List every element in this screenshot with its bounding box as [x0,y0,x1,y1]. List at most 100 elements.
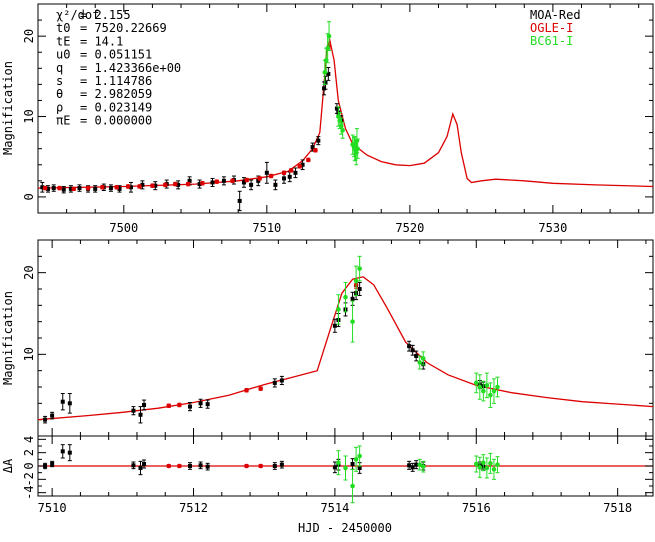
fit-param-value: = 1.423366e+00 [80,61,181,75]
data-point-bc61-i [343,455,348,481]
y-tick-label: 0 [22,193,36,200]
data-point-moa-red [249,179,254,191]
panel-residuals: 7510 7512 7514 7516 7518 -4-2 0 2 4 ΔA HJD - 245… [1,435,654,535]
data-point-moa-red [410,462,415,472]
data-point-bc61-i [488,382,493,408]
fit-param-value: = 7520.22669 [80,21,167,35]
data-point-moa-red [264,161,269,184]
data-point-ogle-i [288,168,294,173]
panel-zoom-model-curve [37,276,654,421]
data-point-moa-red [46,185,51,193]
fit-parameters: χ²/dof= 2.155 t0 = 7520.22669 tE = 14.1 u0 = 0… [56,8,181,128]
data-point-bc61-i [420,351,426,366]
data-point-moa-red [357,281,362,297]
data-point-moa-red [131,461,136,470]
data-point-moa-red [332,318,337,333]
panel-top-frame [37,3,654,214]
data-point-ogle-i [166,463,172,469]
data-point-moa-red [128,181,133,193]
data-point-ogle-i [313,148,318,153]
data-point-bc61-i [353,265,359,297]
data-point-bc61-i [473,372,479,394]
data-point-bc61-i [343,281,348,313]
data-point-moa-red [77,184,82,192]
legend-entry: OGLE-I [530,21,573,35]
fit-param-name: θ [56,87,63,101]
data-point-moa-red [93,185,98,193]
data-point-moa-red [43,462,48,470]
panel-residuals-points [43,444,500,504]
data-point-ogle-i [244,387,249,393]
data-point-moa-red [60,444,65,459]
y-tick-label: 4 [22,436,36,443]
data-point-moa-red [237,190,242,212]
x-tick-label: 7518 [603,501,632,515]
x-axis-label: HJD - 2450000 [298,521,392,535]
data-point-moa-red [407,460,412,470]
data-point-bc61-i [336,450,341,476]
data-point-ogle-i [281,170,287,176]
data-point-ogle-i [173,181,178,187]
panel-zoom-points [43,255,500,424]
data-point-ogle-i [257,176,262,181]
data-point-ogle-i [244,463,249,469]
data-point-ogle-i [258,463,263,469]
data-point-bc61-i [477,456,483,478]
fit-param-value: = 2.155 [80,8,131,22]
data-point-bc61-i [491,378,497,404]
data-point-moa-red [67,444,72,462]
data-point-bc61-i [417,355,423,370]
data-point-bc61-i [417,458,423,471]
data-point-bc61-i [481,380,486,402]
data-point-moa-red [350,458,355,470]
data-point-moa-red [414,460,419,470]
data-point-bc61-i [495,456,500,474]
data-point-bc61-i [353,446,359,472]
y-tick-label: -2 [22,472,36,486]
data-point-bc61-i [495,376,500,398]
data-point-moa-red [293,167,298,179]
data-point-bc61-i [473,455,479,473]
data-point-moa-red [287,171,292,183]
x-tick-label: 7512 [179,501,208,515]
data-point-bc61-i [420,460,426,473]
data-point-moa-red [50,460,55,468]
legend-entry: BC61-I [530,34,573,48]
data-point-bc61-i [481,454,486,472]
data-point-bc61-i [336,294,341,325]
data-point-moa-red [332,461,337,474]
data-point-ogle-i [297,164,303,169]
data-point-moa-red [108,184,113,192]
data-point-moa-red [142,459,147,469]
panel-zoom-frame [37,239,654,437]
fit-param-name: s [56,74,63,88]
data-point-ogle-i [258,386,263,391]
x-tick-label: 7500 [109,221,138,235]
data-point-ogle-i [137,184,142,189]
data-point-bc61-i [350,468,355,504]
data-point-bc61-i [357,445,362,467]
data-point-moa-red [187,402,192,412]
data-point-moa-red [272,462,277,470]
fit-param-name: tE [56,34,70,48]
fit-param-name: πE [56,114,70,128]
y-tick-label: 20 [22,29,36,43]
y-tick-label: 0 [22,462,36,469]
data-point-ogle-i [230,178,235,184]
data-point-bc61-i [488,452,493,474]
y-tick-label: 20 [22,265,36,279]
panel-residuals-ylabel: ΔA [1,458,15,473]
data-point-moa-red [51,184,56,192]
x-tick-label: 7520 [395,221,424,235]
data-point-ogle-i [200,180,205,186]
fit-param-value: = 0.000000 [80,114,152,128]
panel-top-ticks: 7500 7510 7520 7530 0 10 20 [22,3,653,235]
data-point-moa-red [198,461,203,470]
data-point-moa-red [176,180,181,190]
panel-zoom-ticks: 10 20 [22,239,653,437]
fit-param-value: = 1.114786 [80,74,152,88]
data-point-moa-red [279,375,284,386]
x-tick-label: 7530 [538,221,567,235]
data-point-moa-red [68,185,73,193]
